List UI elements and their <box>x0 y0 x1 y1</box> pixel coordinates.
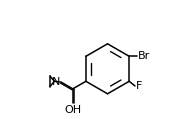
Text: Br: Br <box>138 51 150 61</box>
Text: F: F <box>135 81 142 91</box>
Text: OH: OH <box>64 105 81 115</box>
Text: N: N <box>52 77 60 87</box>
